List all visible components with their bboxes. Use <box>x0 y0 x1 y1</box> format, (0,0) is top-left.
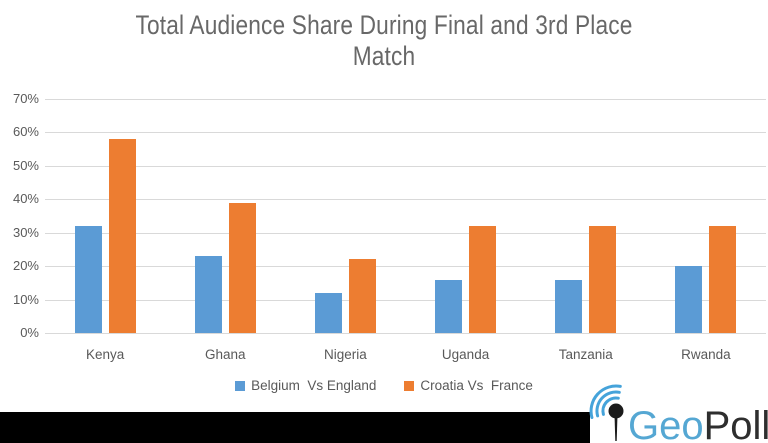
y-tick-label-20%: 20% <box>12 258 39 274</box>
gridline-40% <box>45 199 766 201</box>
gridline-30% <box>45 232 766 234</box>
bar-belgium-vs-england-nigeria <box>314 292 342 333</box>
x-tick-label-ghana: Ghana <box>204 347 246 362</box>
chart-title-line1: Total Audience Share During Final and 3r… <box>135 10 633 40</box>
chart-title: Total Audience Share During Final and 3r… <box>61 10 706 72</box>
logo-text-poll: Poll <box>704 404 768 443</box>
legend-swatch-icon <box>404 380 415 391</box>
bar-croatia-vs-france-uganda <box>469 226 497 333</box>
bar-croatia-vs-france-rwanda <box>709 226 737 333</box>
y-tick-label-70%: 70% <box>12 91 39 106</box>
y-tick-label-30%: 30% <box>12 224 39 240</box>
bar-belgium-vs-england-uganda <box>435 279 463 333</box>
legend-item-croatia-vs-france: Croatia Vs France <box>404 378 533 393</box>
bar-croatia-vs-france-tanzania <box>589 226 617 333</box>
bar-belgium-vs-england-ghana <box>194 256 222 333</box>
y-tick-label-0%: 0% <box>20 325 39 340</box>
y-tick-label-40%: 40% <box>12 191 39 207</box>
x-tick-label-rwanda: Rwanda <box>681 347 731 362</box>
gridline-70% <box>45 99 766 100</box>
gridline-50% <box>45 165 766 167</box>
chart-title-line2: Match <box>352 41 416 71</box>
legend: Belgium Vs England Croatia Vs France <box>0 378 768 393</box>
x-tick-label-tanzania: Tanzania <box>558 347 613 362</box>
y-tick-label-10%: 10% <box>12 291 39 307</box>
legend-item-belgium-vs-england: Belgium Vs England <box>235 378 376 393</box>
x-tick-label-kenya: Kenya <box>85 347 125 362</box>
bar-belgium-vs-england-rwanda <box>675 266 703 333</box>
bar-belgium-vs-england-kenya <box>74 226 102 333</box>
geopoll-logo: GeoPoll <box>589 384 768 443</box>
y-tick-label-60%: 60% <box>12 124 39 140</box>
gridline-60% <box>45 132 766 134</box>
legend-swatch-icon <box>235 380 246 391</box>
logo-text-geo: Geo <box>628 404 704 443</box>
x-tick-label-uganda: Uganda <box>441 347 490 362</box>
x-tick-label-nigeria: Nigeria <box>324 347 367 362</box>
gridline-20% <box>45 266 766 268</box>
geopoll-wordmark: GeoPoll <box>628 404 768 443</box>
bar-croatia-vs-france-nigeria <box>348 259 376 333</box>
plot-area <box>45 99 766 334</box>
bar-croatia-vs-france-ghana <box>228 202 256 333</box>
bar-belgium-vs-england-tanzania <box>555 279 583 333</box>
y-tick-label-50%: 50% <box>12 157 39 173</box>
bar-croatia-vs-france-kenya <box>108 139 136 333</box>
antenna-signal-icon <box>589 384 624 441</box>
gridline-10% <box>45 299 766 301</box>
gridline-0% <box>45 333 766 334</box>
legend-label: Croatia Vs France <box>420 378 533 393</box>
legend-label: Belgium Vs England <box>251 378 377 393</box>
bottom-black-bar <box>0 412 590 443</box>
